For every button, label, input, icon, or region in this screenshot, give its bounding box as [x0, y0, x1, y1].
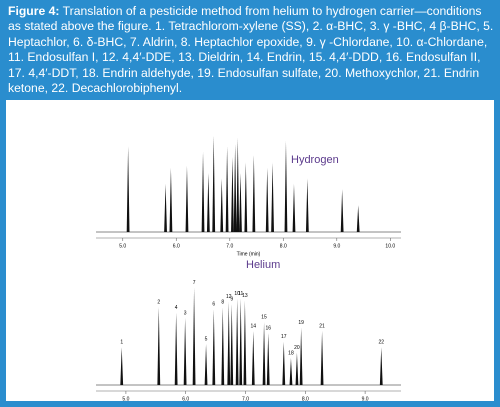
chromatograms: 5.0 6.0 7.0 8.0 9.0 10.0 Time (min) Hydrogen 5.0… [6, 100, 494, 401]
peak [340, 189, 344, 232]
peak [233, 144, 237, 232]
peak [292, 183, 296, 232]
peak [243, 300, 247, 385]
peak [262, 322, 266, 385]
peak [299, 327, 303, 385]
peak [265, 167, 269, 232]
peak [192, 287, 196, 385]
peak-label: 8 [221, 300, 224, 306]
peak [282, 341, 286, 385]
caption-text: Translation of a pesticide method from h… [8, 4, 494, 96]
peak [157, 307, 161, 385]
peak [174, 312, 178, 385]
x-tick-label: 7.0 [242, 396, 249, 401]
trace-label: Helium [246, 259, 280, 271]
peak [239, 298, 243, 385]
peak-label: 5 [205, 336, 208, 342]
peak [225, 146, 229, 232]
peak-label: 6 [212, 302, 215, 308]
x-tick-label: 7.0 [226, 243, 233, 249]
peak [236, 137, 240, 232]
peak-label: 13 [242, 293, 248, 299]
peak-label: 2 [157, 300, 160, 306]
peak-label: 12 [226, 294, 232, 300]
trace-label: Hydrogen [291, 154, 339, 166]
x-tick-label: 8.0 [280, 243, 287, 249]
x-tick-label: 8.0 [302, 396, 309, 401]
peak [356, 205, 360, 232]
peak-label: 7 [193, 280, 196, 286]
peak-label: 15 [261, 315, 267, 321]
peak-label: 20 [294, 345, 300, 351]
peak [120, 347, 124, 385]
peak [126, 146, 130, 232]
peak [230, 304, 234, 385]
peak [231, 157, 234, 232]
peak [185, 165, 189, 232]
peak-label: 4 [175, 305, 178, 311]
peak [169, 167, 173, 232]
peak [271, 162, 274, 232]
peak [239, 173, 242, 232]
peak-label: 18 [288, 350, 294, 356]
peak [289, 358, 293, 385]
peak [220, 178, 224, 232]
peak [251, 331, 255, 385]
peak [183, 318, 187, 385]
peak [212, 135, 216, 232]
peak [201, 151, 205, 232]
x-tick-label: 9.0 [362, 396, 369, 401]
x-tick-label: 5.0 [119, 243, 126, 249]
peak-label: 10 [234, 291, 240, 297]
peak-label: 11 [238, 291, 243, 297]
peak [221, 307, 225, 385]
peak-label: 3 [184, 310, 187, 316]
peak [379, 347, 383, 385]
peak-label: 21 [319, 323, 325, 329]
peak [227, 301, 231, 385]
peak-label: 16 [265, 325, 271, 331]
x-axis-title: Time (min) [237, 251, 261, 257]
peak-label: 1 [120, 340, 123, 346]
peak [295, 352, 299, 385]
x-tick-label: 9.0 [333, 243, 340, 249]
peak [164, 183, 167, 232]
peak [212, 309, 216, 385]
peak-label: 22 [378, 340, 384, 346]
peak [266, 333, 270, 385]
peak [235, 298, 239, 385]
peak-label: 19 [298, 320, 304, 326]
caption: Figure 4: Translation of a pesticide met… [8, 4, 494, 96]
x-tick-label: 6.0 [182, 396, 189, 401]
peak [252, 154, 256, 232]
peak [206, 173, 210, 232]
caption-label: Figure 4: [8, 4, 60, 18]
peak-label: 9 [230, 296, 233, 302]
peak [305, 178, 309, 232]
peak-label: 14 [251, 323, 257, 329]
x-tick-label: 5.0 [122, 396, 129, 401]
peak [320, 331, 324, 385]
peak [244, 162, 248, 232]
peak [204, 343, 208, 385]
x-tick-label: 6.0 [173, 243, 180, 249]
peak [284, 141, 288, 232]
peak-label: 17 [281, 334, 287, 340]
x-tick-label: 10.0 [385, 243, 395, 249]
